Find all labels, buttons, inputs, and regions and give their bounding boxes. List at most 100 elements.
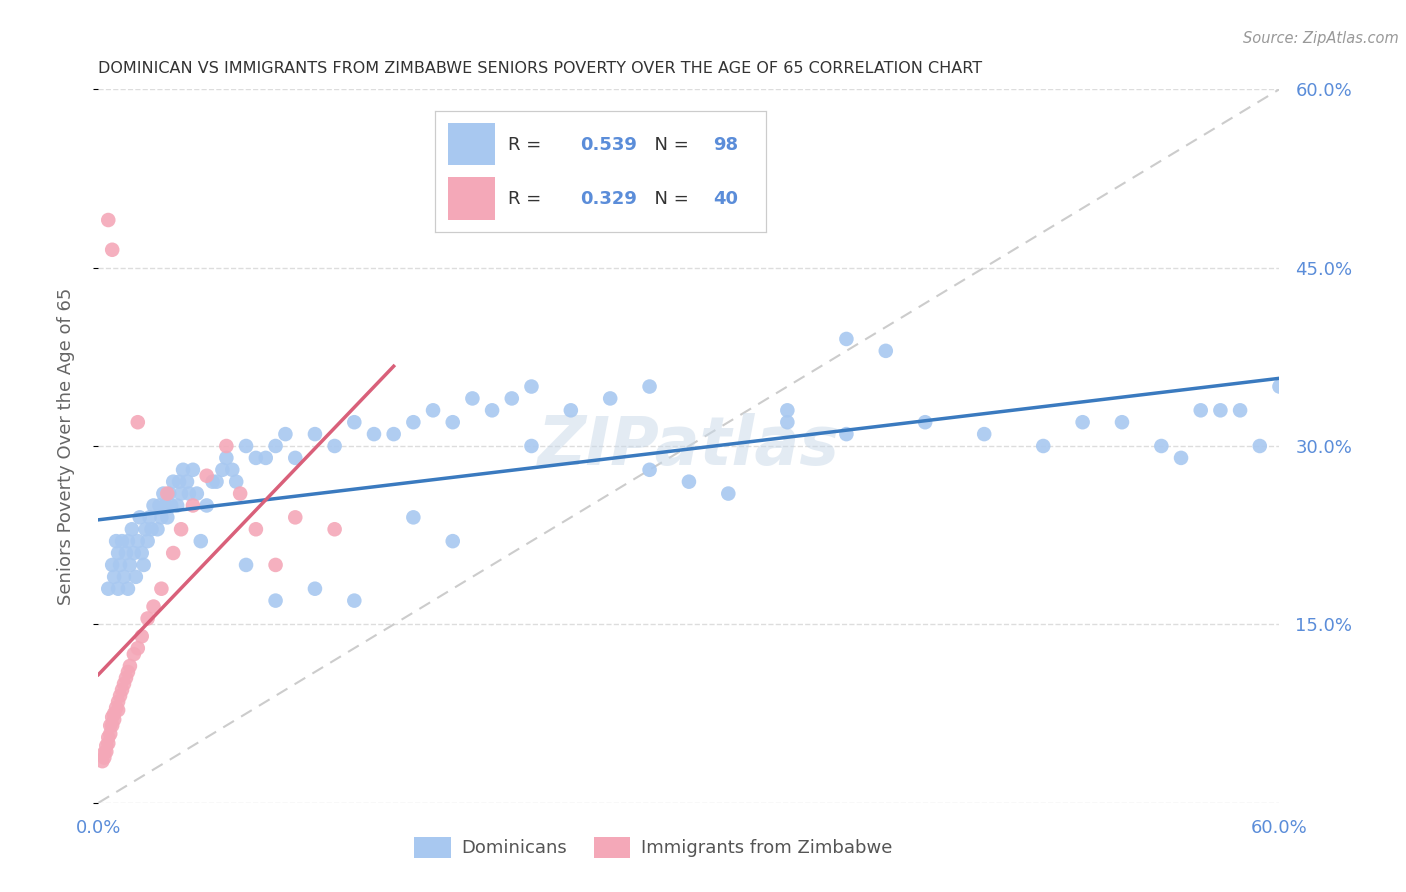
Point [441,415,464,429]
Point [1268,379,1291,393]
Point [101,718,124,732]
Point [215,450,238,465]
Point [107,703,129,717]
Text: DOMINICAN VS IMMIGRANTS FROM ZIMBABWE SENIORS POVERTY OVER THE AGE OF 65 CORRELA: DOMINICAN VS IMMIGRANTS FROM ZIMBABWE SE… [98,61,983,76]
Point [254,450,277,465]
Point [128,510,150,524]
Point [155,499,177,513]
Point [93,746,115,760]
Point [195,499,218,513]
Point [1209,403,1232,417]
Point [875,343,897,358]
Point [264,439,287,453]
Point [245,450,267,465]
Point [235,558,257,572]
Point [560,403,582,417]
Point [112,677,135,691]
Point [172,463,194,477]
Point [638,463,661,477]
Point [156,510,179,524]
Point [141,522,163,536]
Point [177,486,200,500]
Point [520,439,543,453]
Point [170,486,193,500]
Point [103,713,125,727]
Point [117,665,139,679]
Point [211,463,233,477]
Point [148,499,170,513]
Point [1111,415,1133,429]
Point [402,510,425,524]
Text: Source: ZipAtlas.com: Source: ZipAtlas.com [1243,31,1399,46]
Point [481,403,503,417]
Point [108,558,131,572]
Point [97,213,120,227]
Point [195,468,218,483]
Point [264,558,287,572]
Point [97,582,120,596]
Point [638,379,661,393]
Point [103,706,125,721]
Point [122,546,145,560]
Point [229,486,252,500]
Point [1150,439,1173,453]
Point [221,463,243,477]
Point [115,671,138,685]
Point [166,499,188,513]
Point [284,450,307,465]
Point [150,582,173,596]
Point [1032,439,1054,453]
Point [382,427,405,442]
Point [343,593,366,607]
Point [122,647,145,661]
Point [343,415,366,429]
Point [146,522,169,536]
Point [501,392,523,406]
Point [422,403,444,417]
Point [97,731,120,745]
Point [973,427,995,442]
Point [135,522,157,536]
Point [441,534,464,549]
Point [138,510,160,524]
Point [131,546,153,560]
Point [93,750,115,764]
Point [111,682,134,697]
Point [186,486,208,500]
Point [776,403,799,417]
Point [205,475,228,489]
Point [107,582,129,596]
Point [201,475,224,489]
Point [1071,415,1094,429]
Point [111,534,134,549]
Point [108,689,131,703]
Point [323,522,346,536]
Point [461,392,484,406]
Point [105,700,128,714]
Point [117,534,139,549]
Text: ZIPatlas: ZIPatlas [538,413,839,479]
Point [115,546,138,560]
Point [118,558,141,572]
Point [103,570,125,584]
Point [274,427,297,442]
Point [101,243,124,257]
Point [142,599,165,614]
Point [96,739,118,753]
Point [98,718,121,732]
Point [835,332,858,346]
Point [304,427,326,442]
Point [121,522,143,536]
Point [107,695,129,709]
Point [162,546,184,560]
Point [245,522,267,536]
Point [835,427,858,442]
Point [1229,403,1251,417]
Point [225,475,247,489]
Point [98,727,121,741]
Point [181,499,204,513]
Point [132,558,155,572]
Point [181,463,204,477]
Point [190,534,212,549]
Point [776,415,799,429]
